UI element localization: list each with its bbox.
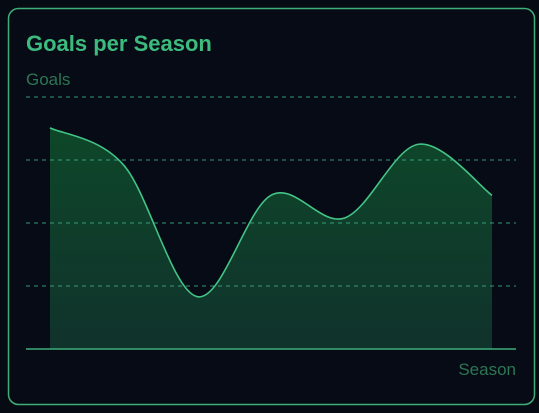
x-axis-label: Season	[458, 360, 516, 379]
area-line	[49, 127, 493, 298]
y-axis-label: Goals	[26, 70, 70, 89]
chart-title: Goals per Season	[26, 31, 212, 56]
area-fill	[50, 127, 492, 350]
